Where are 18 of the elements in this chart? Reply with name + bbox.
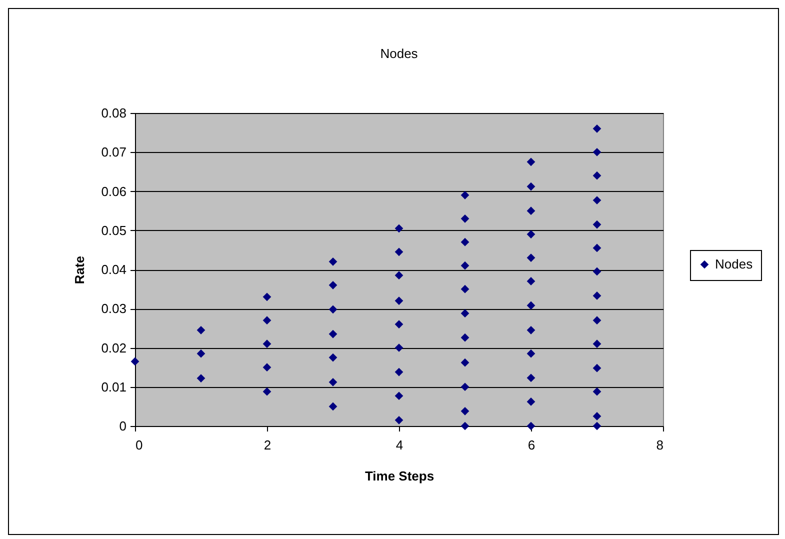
y-tick-label: 0.08: [101, 106, 126, 120]
y-tick-label: 0.02: [101, 340, 126, 356]
x-axis-title: Time Steps: [364, 468, 434, 484]
x-tick-label: 4: [396, 438, 404, 452]
chart-title: Nodes: [380, 46, 418, 61]
x-tick-label: 2: [264, 438, 272, 452]
y-tick-label: 0.07: [101, 144, 126, 160]
x-tick-label: 8: [656, 438, 664, 452]
y-tick-label: 0.05: [101, 222, 126, 238]
x-tick-label: 6: [528, 438, 536, 452]
y-tick-label: 0: [119, 418, 126, 434]
x-tick-label: 0: [136, 438, 143, 452]
y-tick-label: 0.04: [101, 262, 126, 277]
y-tick-label: 0.01: [101, 379, 126, 394]
y-tick-label: 0.06: [101, 184, 126, 199]
legend-label: Nodes: [715, 256, 754, 272]
y-tick-label: 0.03: [101, 301, 126, 316]
y-axis-title: Rate: [72, 256, 88, 284]
